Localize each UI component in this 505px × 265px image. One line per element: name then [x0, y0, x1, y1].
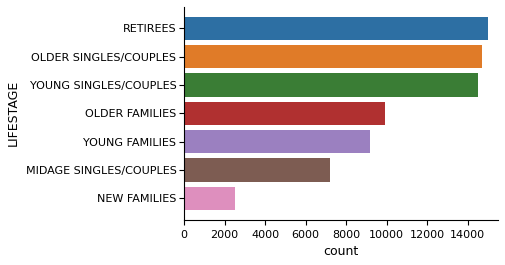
- Bar: [184, 158, 330, 182]
- Bar: [184, 45, 482, 68]
- Bar: [184, 187, 235, 210]
- Bar: [184, 73, 478, 97]
- Bar: [184, 17, 488, 40]
- Y-axis label: LIFESTAGE: LIFESTAGE: [7, 80, 20, 147]
- X-axis label: count: count: [323, 245, 359, 258]
- Bar: [184, 102, 385, 125]
- Bar: [184, 130, 370, 153]
